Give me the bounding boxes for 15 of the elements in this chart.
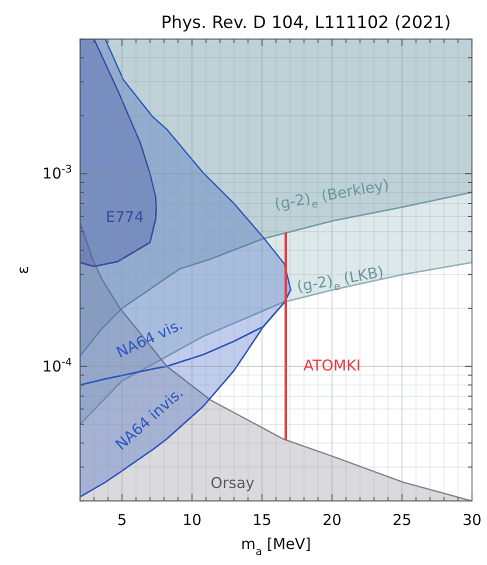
x-tick-label: 5	[117, 511, 127, 529]
chart-title: Phys. Rev. D 104, L111102 (2021)	[161, 13, 451, 33]
x-axis-title: m$_{a}$ [MeV]	[241, 535, 311, 558]
y-axis-title: ε	[14, 266, 32, 274]
text: NA64 vis.	[114, 315, 186, 362]
x-tick-label: 10	[182, 511, 202, 529]
y-tick-label: 10$^{-3}$	[42, 164, 72, 183]
y-tick-label: 10$^{-4}$	[42, 356, 72, 376]
x-tick-label: 15	[252, 511, 272, 529]
series-label: E774	[106, 208, 144, 226]
x-tick-label: 20	[322, 511, 342, 529]
series-label: Orsay	[210, 474, 255, 492]
x-tick-label: 30	[462, 511, 482, 529]
x-tick-label: 25	[392, 511, 412, 529]
series-label: ATOMKI	[303, 356, 361, 374]
